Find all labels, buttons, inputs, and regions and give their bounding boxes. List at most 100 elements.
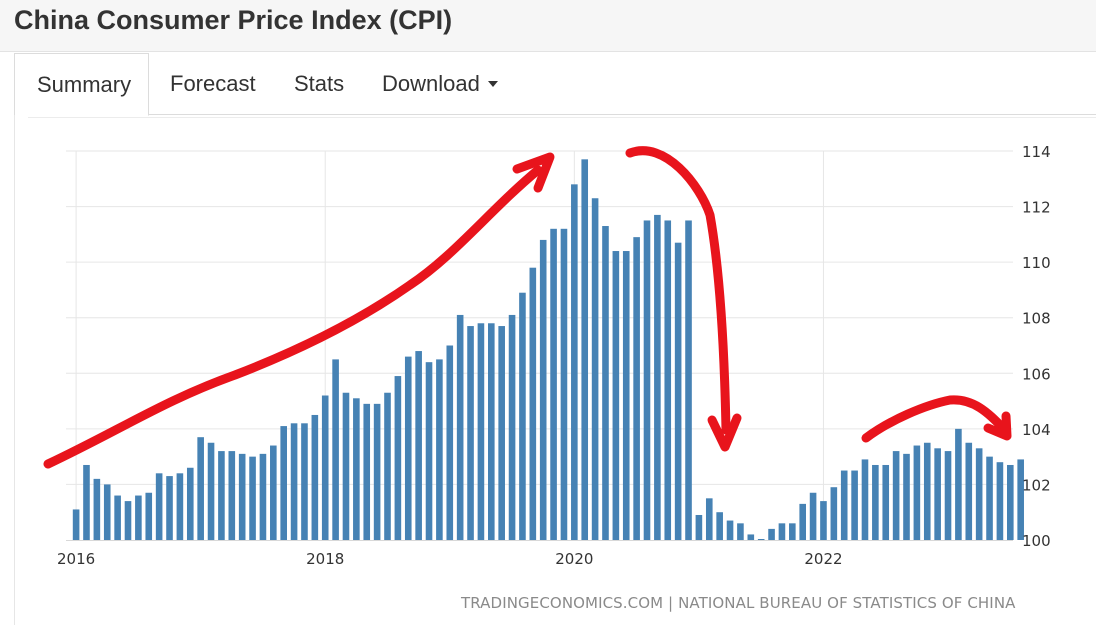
- source-credit: TRADINGECONOMICS.COM | NATIONAL BUREAU O…: [461, 594, 1016, 612]
- bar: [519, 292, 526, 540]
- bar: [571, 184, 578, 540]
- bar: [145, 492, 153, 540]
- tab-summary-label: Summary: [37, 72, 132, 97]
- bar: [768, 528, 775, 540]
- bar: [155, 473, 163, 540]
- bar: [1007, 464, 1014, 540]
- bar: [747, 534, 755, 540]
- bar: [903, 453, 910, 540]
- tab-forecast-label: Forecast: [170, 71, 256, 96]
- bar: [135, 495, 142, 540]
- bar: [218, 451, 225, 540]
- bar: [591, 198, 599, 541]
- bar: [207, 442, 215, 540]
- bar: [986, 456, 993, 540]
- x-tick-label: 2020: [555, 550, 593, 568]
- bar: [332, 359, 339, 540]
- y-axis: 100 102 104 106 108 110 112 114: [1022, 143, 1051, 550]
- bar: [539, 239, 547, 540]
- bar: [674, 242, 682, 540]
- bar: [290, 423, 298, 540]
- bar: [685, 220, 692, 540]
- bar: [93, 478, 101, 540]
- bar: [498, 326, 505, 540]
- bar: [436, 359, 443, 540]
- bar: [654, 214, 661, 540]
- y-tick-label: 102: [1022, 476, 1051, 494]
- y-tick-label: 104: [1022, 421, 1051, 439]
- bar: [415, 351, 422, 540]
- bar: [716, 512, 723, 540]
- bar: [944, 451, 952, 540]
- bar: [965, 442, 973, 540]
- x-tick-label: 2016: [57, 550, 95, 568]
- rising-trend-arrow: [43, 165, 543, 469]
- chevron-down-icon: [487, 81, 498, 88]
- y-tick-label: 114: [1022, 143, 1051, 161]
- bar: [311, 414, 319, 540]
- bar: [186, 467, 194, 540]
- bar: [353, 398, 360, 540]
- tab-download-label: Download: [382, 71, 480, 96]
- bar: [861, 459, 869, 540]
- bar: [488, 323, 495, 540]
- bar: [612, 251, 620, 540]
- falling-trend-arrowhead: [707, 413, 742, 452]
- bar: [809, 492, 817, 540]
- bar: [913, 445, 921, 540]
- bar: [301, 423, 308, 540]
- bar: [384, 392, 391, 540]
- tab-download[interactable]: Download: [382, 53, 498, 115]
- bar: [103, 484, 111, 540]
- bar: [726, 520, 734, 540]
- bar: [124, 501, 132, 540]
- bar: [872, 464, 879, 540]
- bar: [778, 523, 786, 540]
- bar: [643, 220, 651, 540]
- bar: [446, 345, 454, 540]
- chart-bars: [72, 159, 1024, 541]
- bar: [83, 464, 90, 540]
- bar: [757, 539, 765, 540]
- bar: [799, 503, 806, 540]
- bar: [249, 456, 256, 540]
- tab-forecast[interactable]: Forecast: [170, 53, 256, 115]
- bar: [830, 487, 838, 540]
- bar: [789, 523, 796, 540]
- recent-dip-arrowhead: [983, 411, 1012, 441]
- bar: [363, 403, 371, 540]
- bar: [114, 495, 121, 540]
- x-axis: 2016 2018 2020 2022: [57, 550, 843, 568]
- bar: [934, 448, 941, 540]
- bar: [72, 509, 80, 540]
- bar: [197, 437, 204, 540]
- tab-stats[interactable]: Stats: [294, 53, 344, 115]
- bar: [923, 442, 931, 540]
- tab-bar: Summary Forecast Stats Download: [14, 53, 1096, 116]
- bar: [633, 237, 640, 540]
- tab-summary[interactable]: Summary: [14, 53, 149, 116]
- bar: [467, 326, 474, 540]
- bar: [425, 362, 433, 540]
- x-tick-label: 2018: [306, 550, 344, 568]
- bar: [321, 395, 329, 540]
- bar: [622, 251, 630, 540]
- bar: [664, 220, 672, 540]
- bar: [176, 473, 184, 540]
- bar: [975, 448, 983, 540]
- recent-dip-arrow: [861, 395, 1010, 443]
- bar: [840, 470, 848, 540]
- bar: [280, 426, 287, 540]
- bar: [851, 470, 858, 540]
- bar: [550, 228, 557, 541]
- bar: [820, 501, 827, 540]
- page-title: China Consumer Price Index (CPI): [14, 5, 453, 35]
- bar: [892, 451, 900, 540]
- bar: [508, 314, 516, 540]
- bar: [228, 451, 236, 540]
- panel-divider: [28, 117, 1096, 118]
- bar: [238, 453, 246, 540]
- bar: [477, 323, 485, 540]
- bar: [695, 514, 703, 540]
